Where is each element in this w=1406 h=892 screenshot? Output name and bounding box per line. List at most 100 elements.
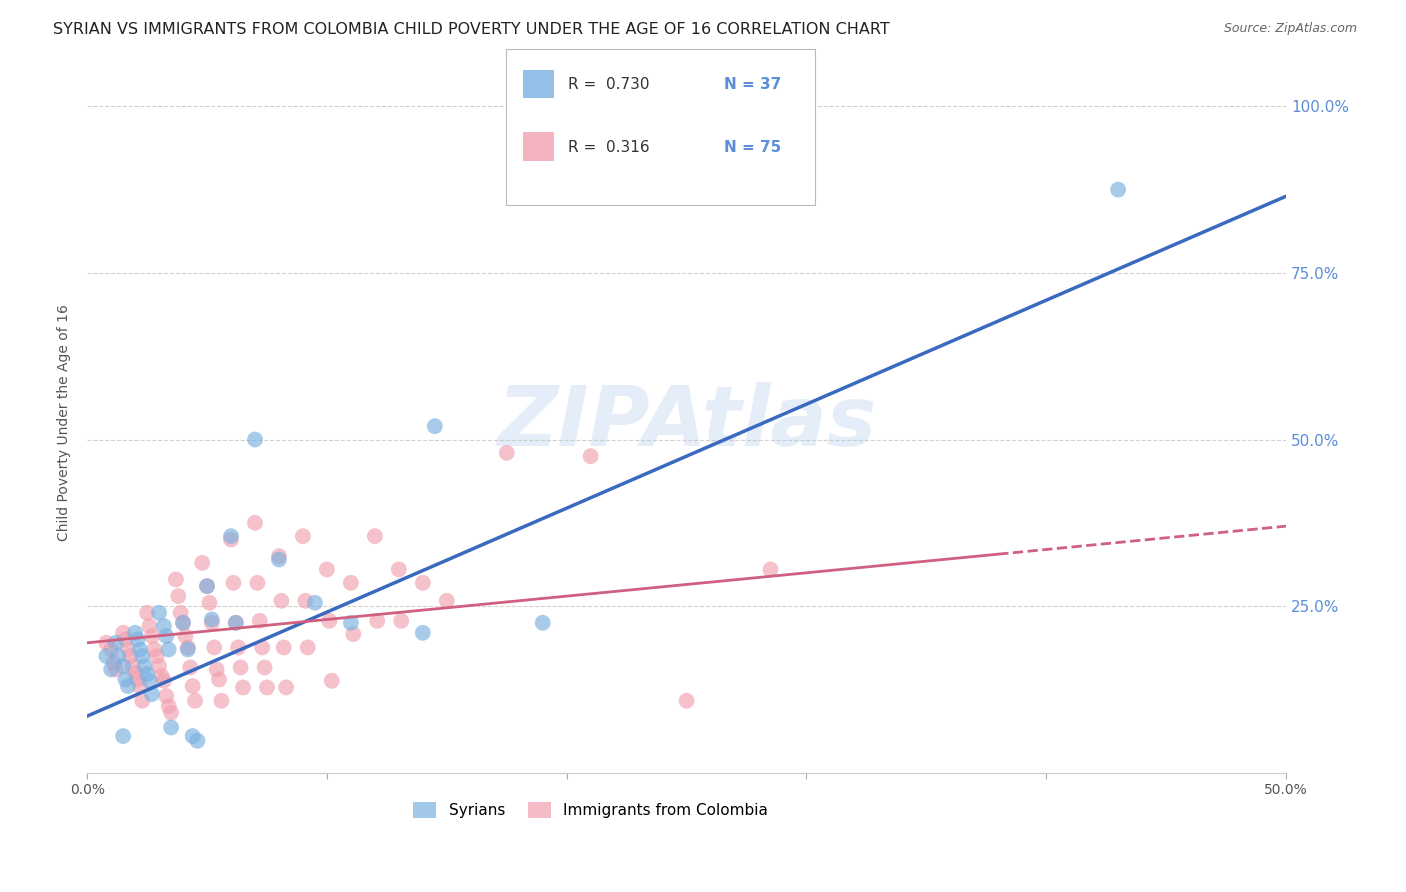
Legend: Syrians, Immigrants from Colombia: Syrians, Immigrants from Colombia (408, 797, 773, 824)
Point (169, 606, 191, 620)
Point (131, 694, 153, 708)
Point (366, 614, 388, 628)
Point (129, 679, 152, 693)
Point (138, 619, 160, 633)
Point (124, 625, 146, 640)
Point (276, 681, 298, 695)
Point (225, 615, 247, 630)
Point (291, 529, 314, 543)
Point (222, 575, 245, 590)
Point (172, 615, 194, 630)
Point (246, 575, 269, 590)
Point (172, 615, 194, 630)
Point (202, 640, 225, 655)
Point (436, 594, 458, 608)
Point (195, 579, 218, 593)
Point (304, 596, 326, 610)
Point (136, 606, 159, 620)
Point (229, 660, 252, 674)
Point (205, 662, 228, 676)
Point (186, 733, 208, 747)
Point (167, 589, 190, 603)
Point (208, 673, 231, 687)
Point (297, 640, 319, 655)
Point (294, 594, 316, 608)
Point (117, 642, 139, 657)
Point (100, 642, 122, 657)
Point (114, 632, 136, 647)
Point (127, 632, 149, 647)
Point (131, 649, 153, 664)
Point (412, 575, 434, 590)
Point (364, 529, 387, 543)
Point (136, 667, 159, 681)
Point (134, 659, 156, 673)
Point (114, 673, 136, 687)
Point (181, 679, 204, 693)
Point (153, 673, 176, 688)
Point (191, 556, 214, 570)
Point (155, 689, 177, 703)
Point (316, 562, 339, 576)
Point (340, 615, 363, 630)
Point (201, 612, 224, 626)
Point (201, 615, 224, 630)
Point (243, 433, 266, 447)
Point (121, 659, 143, 673)
Point (96, 649, 118, 664)
Point (250, 640, 273, 655)
Point (103, 656, 125, 670)
Point (249, 614, 271, 628)
Point (120, 649, 142, 664)
Point (179, 660, 201, 674)
Point (243, 516, 266, 530)
Text: N = 75: N = 75 (724, 140, 782, 154)
Point (141, 687, 163, 701)
Text: SYRIAN VS IMMIGRANTS FROM COLOMBIA CHILD POVERTY UNDER THE AGE OF 16 CORRELATION: SYRIAN VS IMMIGRANTS FROM COLOMBIA CHILD… (53, 22, 890, 37)
Point (174, 629, 197, 643)
Point (145, 649, 167, 664)
Point (148, 606, 170, 620)
Point (100, 662, 122, 676)
Text: N = 37: N = 37 (724, 78, 782, 92)
Point (340, 575, 363, 590)
Text: R =  0.316: R = 0.316 (568, 140, 650, 154)
Point (389, 614, 412, 628)
Point (1107, 183, 1129, 197)
Point (423, 419, 446, 434)
Point (412, 625, 434, 640)
Point (155, 629, 177, 643)
Point (318, 614, 340, 628)
Point (184, 694, 207, 708)
Point (104, 636, 127, 650)
Point (138, 673, 160, 688)
Point (129, 642, 152, 657)
Point (256, 681, 278, 695)
Point (232, 681, 254, 695)
Point (270, 594, 292, 608)
Point (342, 627, 364, 641)
Point (267, 549, 290, 563)
Point (267, 552, 290, 566)
Point (253, 660, 276, 674)
Point (124, 665, 146, 680)
Point (219, 529, 242, 543)
Point (225, 615, 247, 630)
Text: R =  0.730: R = 0.730 (568, 78, 650, 92)
Point (112, 729, 135, 743)
Point (177, 642, 200, 657)
Point (273, 640, 295, 655)
Point (198, 596, 221, 610)
Point (107, 649, 129, 664)
Point (219, 533, 242, 547)
Text: Source: ZipAtlas.com: Source: ZipAtlas.com (1223, 22, 1357, 36)
Point (177, 640, 200, 655)
Point (209, 694, 232, 708)
Point (675, 694, 697, 708)
Point (160, 706, 183, 720)
Point (148, 659, 170, 673)
Point (104, 662, 127, 676)
Point (153, 619, 176, 633)
Point (388, 562, 411, 576)
Point (160, 720, 183, 734)
